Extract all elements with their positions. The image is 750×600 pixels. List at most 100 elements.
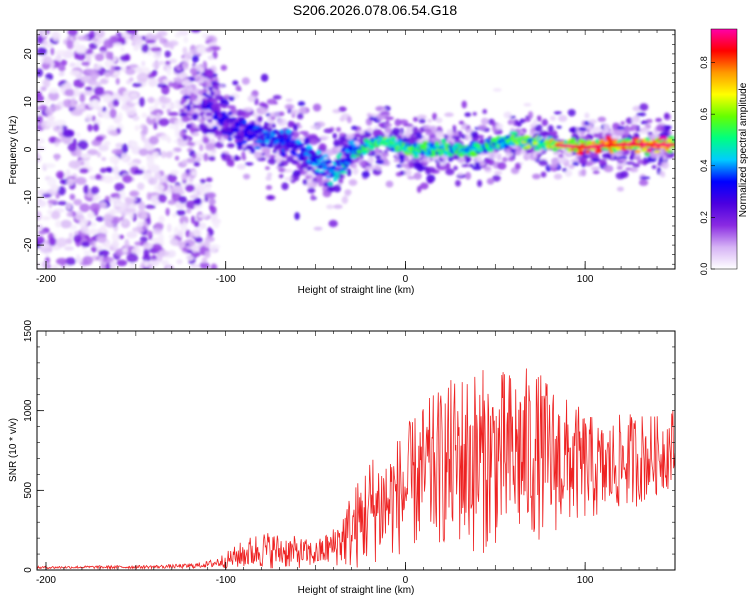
spectrogram-cell: [111, 239, 120, 250]
spectrogram-cell: [655, 124, 665, 132]
spectrogram-cell: [37, 236, 45, 245]
spectrogram-cell: [161, 104, 166, 110]
spectrogram-cell: [553, 173, 563, 180]
spectrogram-cell: [156, 112, 161, 119]
spectrogram-cell: [385, 180, 394, 188]
spectrogram-cell: [472, 165, 482, 171]
spectrogram-cell: [229, 116, 237, 121]
spectrogram-cell: [241, 77, 250, 85]
spectrogram-cell: [616, 186, 624, 192]
spectrogram-cell: [60, 59, 68, 66]
spectrogram-cell: [548, 163, 559, 168]
spectrogram-cell: [115, 77, 120, 85]
spectrogram-cell: [603, 123, 611, 131]
spectrogram-cell: [591, 157, 601, 163]
spectrogram-cell: [391, 127, 401, 136]
spectrogram-cell: [204, 239, 210, 248]
spectrogram-cell: [278, 111, 285, 117]
spectrogram-cell: [257, 107, 267, 115]
spectrogram-cell: [251, 133, 257, 138]
spectrogram-cell: [58, 124, 63, 133]
spectrogram-cell: [190, 170, 197, 177]
spectrogram-cell: [616, 125, 626, 130]
spectrogram-cell: [138, 148, 149, 156]
spectrogram-cell: [129, 92, 139, 99]
spectrogram-cell: [220, 64, 228, 71]
spectrogram-cell: [64, 88, 75, 97]
spectrogram-cell: [222, 134, 229, 140]
spectrogram-cell: [303, 137, 310, 146]
spectrogram-cell: [148, 77, 158, 88]
spectrogram-cell: [314, 168, 320, 172]
spectrogram-cell: [333, 184, 342, 193]
spectrogram-cell: [87, 124, 93, 132]
spectrogram-cell: [292, 170, 301, 177]
spectrogram-cell: [66, 178, 75, 186]
spectrogram-cell: [77, 139, 89, 150]
spectrogram-cell: [567, 149, 572, 153]
spectrogram-cell: [516, 121, 522, 127]
spectrogram-cell: [322, 154, 329, 158]
spectrogram-cell: [634, 149, 641, 154]
spectrogram-cell: [149, 114, 155, 120]
spectrogram-cell: [182, 247, 188, 252]
spectrogram-cell: [298, 106, 307, 115]
spectrogram-cell: [148, 135, 159, 145]
colorbar-tick-label: 0.4: [699, 160, 709, 173]
spectrogram-cell: [55, 49, 67, 55]
spectrogram-cell: [290, 109, 299, 115]
spectrogram-cell: [511, 131, 519, 136]
spectrogram-cell: [538, 159, 548, 166]
spectrogram-cell: [569, 137, 577, 143]
spectrogram-cell: [351, 162, 357, 169]
spectrogram-cell: [584, 150, 591, 154]
spectrogram-cell: [158, 233, 164, 242]
spectrogram-cell: [313, 171, 321, 176]
spectrogram-cell: [111, 208, 118, 214]
spectrogram-cell: [129, 140, 139, 148]
spectrogram-cell: [37, 262, 41, 268]
spectrogram-cell: [283, 146, 290, 152]
spectrogram-cell: [48, 88, 59, 94]
spectrogram-cell: [144, 260, 149, 268]
spectrogram-cell: [277, 163, 285, 167]
spectrogram-cell: [165, 103, 176, 108]
spectrogram-cell: [522, 118, 531, 122]
spectrogram-cell: [165, 207, 170, 217]
spectrogram-cell: [539, 130, 549, 137]
spectrogram-cell: [164, 50, 171, 58]
snr-y-tick-label: 1000: [23, 399, 34, 422]
spectrogram-cell: [174, 103, 183, 109]
spectrogram-cell: [206, 132, 215, 138]
spectrogram-cell: [366, 127, 373, 133]
spectrogram-cell: [265, 185, 273, 191]
spectrogram-cell: [319, 156, 325, 162]
spectrogram-cell: [375, 159, 385, 165]
spectrogram-cell: [54, 138, 62, 144]
spectrogram-cell: [37, 68, 43, 77]
spectrogram-cell: [236, 164, 246, 170]
spectrogram-cell: [214, 141, 224, 149]
spectrogram-cell: [81, 61, 90, 66]
spectrogram-cell: [416, 185, 422, 193]
spectrogram-cell: [89, 202, 101, 213]
spectrogram-cell: [660, 161, 670, 170]
spectrogram-cell: [50, 47, 55, 56]
spectrogram-cell: [174, 119, 179, 127]
spectrogram-cell: [671, 145, 675, 150]
spectrogram-cell: [158, 215, 165, 224]
spectrogram-x-tick-label: -200: [36, 274, 56, 285]
colorbar-gradient: [710, 28, 738, 270]
spectrogram-cell: [95, 30, 105, 39]
spectrogram-y-tick-label: -20: [23, 237, 34, 252]
spectrogram-cell: [37, 106, 43, 111]
spectrogram-cell: [296, 112, 304, 120]
spectrogram-cell: [180, 72, 187, 79]
spectrogram-cell: [326, 204, 334, 210]
spectrogram-cell: [42, 43, 54, 48]
spectrogram-cell: [212, 73, 218, 78]
spectrogram-cell: [492, 88, 502, 92]
spectrogram-cell: [483, 166, 492, 171]
spectrogram-xlabel: Height of straight line (km): [298, 285, 415, 296]
